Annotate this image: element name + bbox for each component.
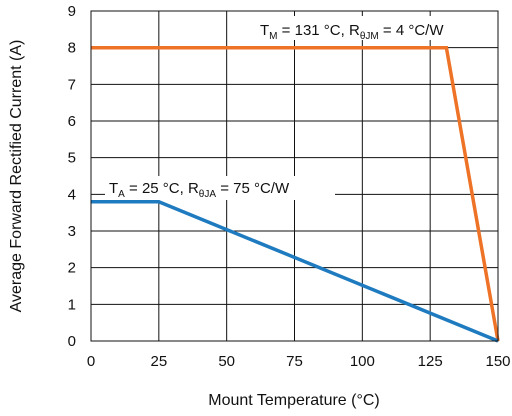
annotation-1-background: [254, 16, 496, 40]
x-tick-label: 100: [350, 353, 375, 370]
y-tick-label: 9: [68, 3, 76, 20]
series-group: [91, 45, 500, 343]
annotation-2-background: [105, 176, 335, 200]
x-tick-label: 50: [218, 353, 235, 370]
x-tick-label: 75: [286, 353, 303, 370]
y-axis-title: Average Forward Rectified Current (A): [8, 40, 25, 313]
y-tick-label: 4: [68, 186, 76, 203]
y-tick-label: 3: [68, 223, 76, 240]
x-tick-label: 150: [485, 353, 510, 370]
y-tick-label: 1: [68, 296, 76, 313]
y-tick-label: 5: [68, 150, 76, 167]
y-tick-label: 6: [68, 113, 76, 130]
x-tick-label: 125: [418, 353, 443, 370]
annotation-1: TM = 131 °C, RθJM = 4 °C/W: [260, 22, 444, 42]
y-tick-label: 8: [68, 40, 76, 57]
y-tick-label: 0: [68, 333, 76, 350]
series-line-2: [91, 199, 499, 343]
series-line-1: [91, 45, 500, 342]
y-tick-label: 7: [68, 76, 76, 93]
x-tick-label: 25: [150, 353, 167, 370]
y-tick-labels: 0 1 2 3 4 5 6 7 8 9: [68, 3, 76, 350]
plot-frame: [90, 10, 499, 342]
y-tick-label: 2: [68, 260, 76, 277]
x-tick-label: 0: [87, 353, 95, 370]
x-axis-title: Mount Temperature (°C): [208, 392, 380, 409]
annotation-2: TA = 25 °C, RθJA = 75 °C/W: [109, 180, 290, 200]
annotations: TM = 131 °C, RθJM = 4 °C/W TA = 25 °C, R…: [105, 16, 496, 200]
x-tick-labels: 0 25 50 75 100 125 150: [87, 353, 511, 370]
